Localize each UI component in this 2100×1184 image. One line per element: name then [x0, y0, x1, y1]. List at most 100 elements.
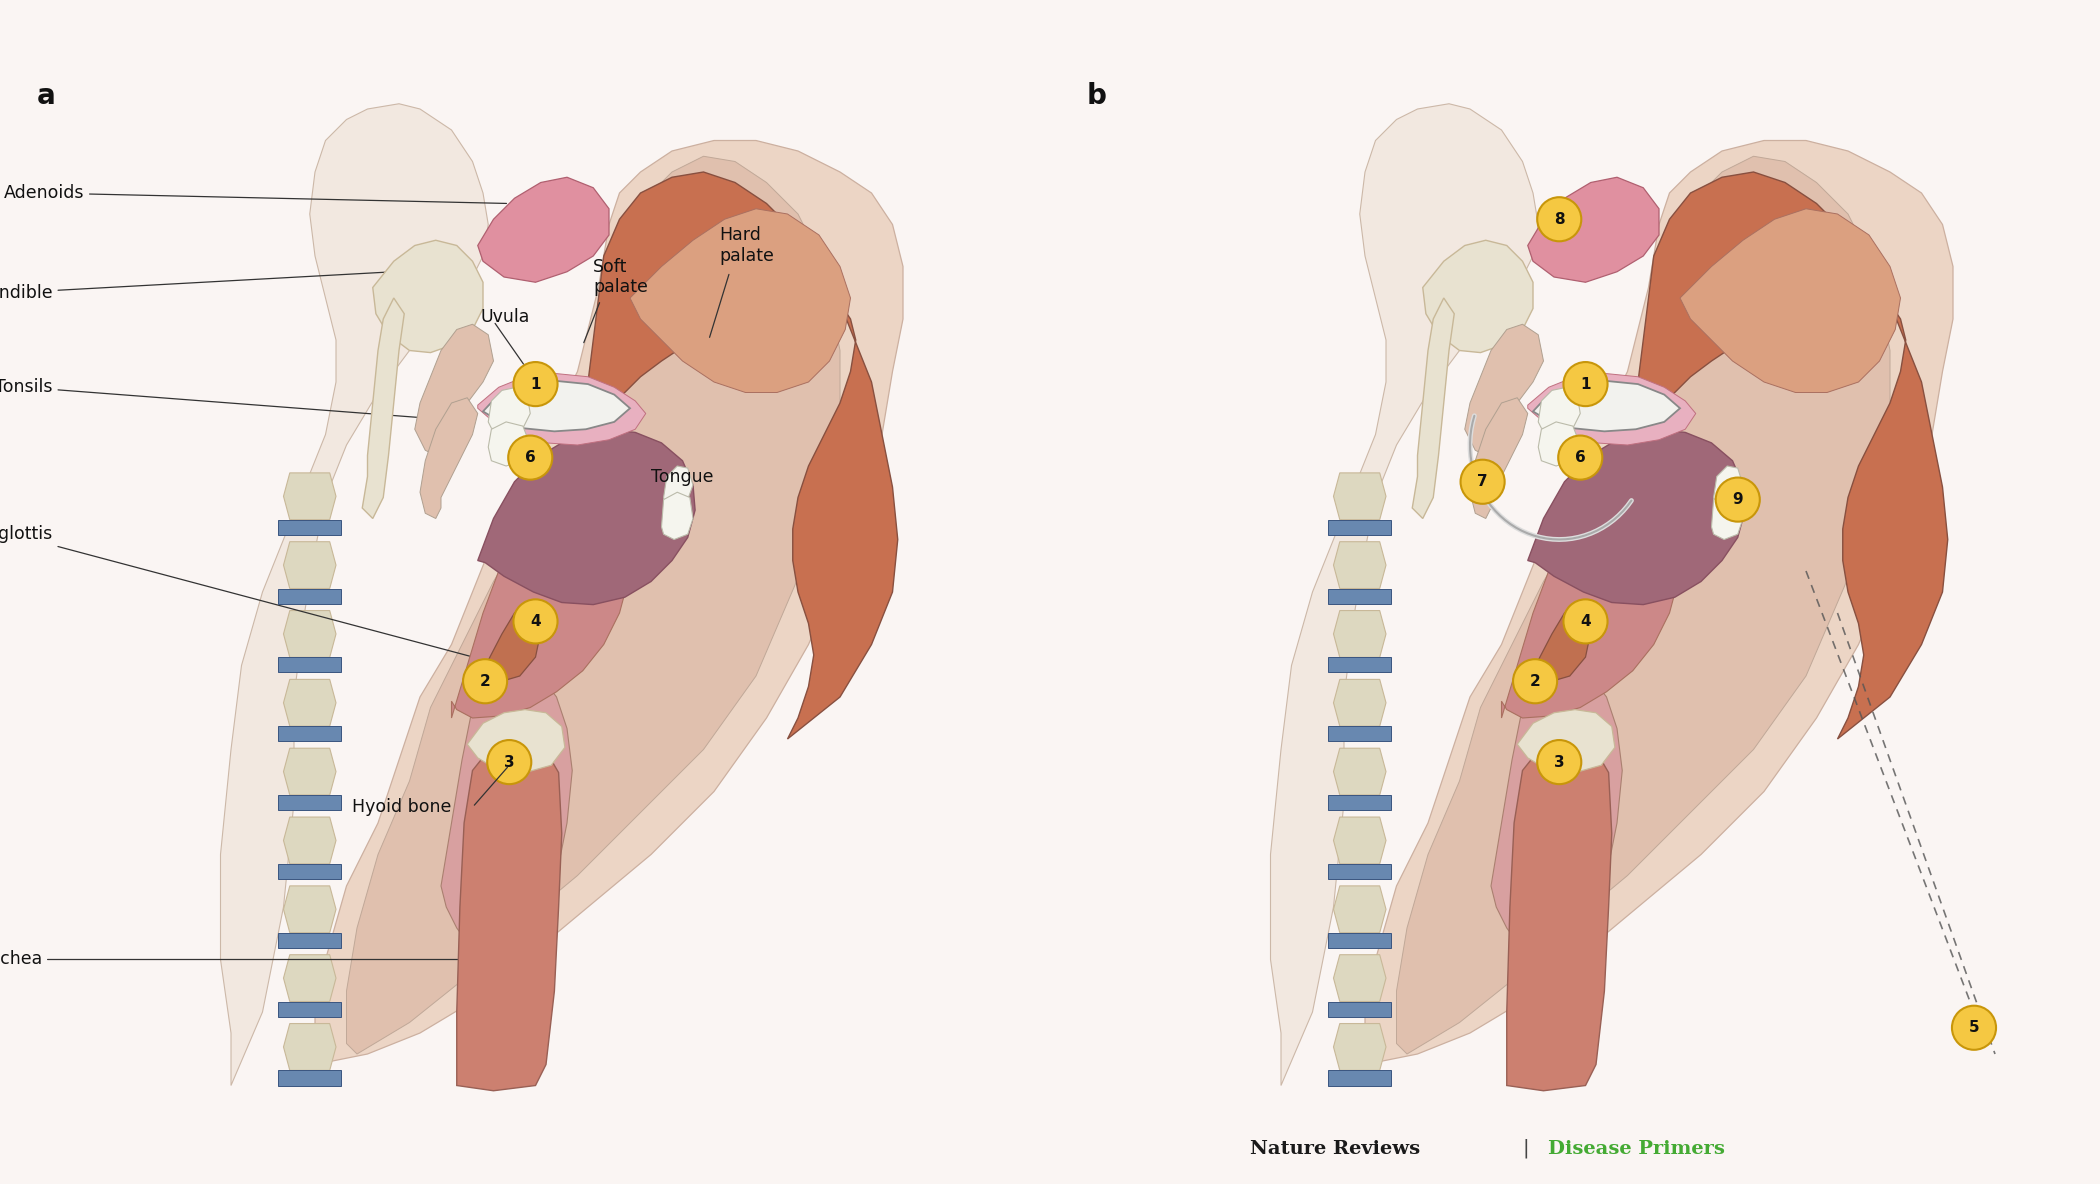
Text: b: b: [1088, 82, 1107, 110]
Text: 3: 3: [504, 754, 514, 770]
Text: 6: 6: [525, 450, 536, 465]
Text: Uvula: Uvula: [481, 308, 531, 326]
Polygon shape: [1586, 172, 1949, 739]
Polygon shape: [1529, 430, 1745, 605]
Polygon shape: [416, 324, 493, 456]
Polygon shape: [279, 794, 340, 810]
Polygon shape: [1327, 794, 1390, 810]
Polygon shape: [279, 933, 340, 948]
Polygon shape: [284, 886, 336, 933]
Polygon shape: [1529, 178, 1659, 282]
Circle shape: [1562, 599, 1609, 643]
Text: 4: 4: [1579, 613, 1592, 629]
Polygon shape: [1533, 381, 1680, 431]
Polygon shape: [284, 1023, 336, 1070]
Text: 8: 8: [1554, 212, 1564, 227]
Polygon shape: [1537, 422, 1579, 466]
Polygon shape: [1714, 466, 1743, 506]
Polygon shape: [1327, 1070, 1390, 1086]
Circle shape: [1716, 477, 1760, 522]
Text: 4: 4: [529, 613, 542, 629]
Text: 5: 5: [1968, 1021, 1980, 1035]
Polygon shape: [1327, 520, 1390, 535]
Polygon shape: [1470, 398, 1529, 519]
Polygon shape: [1327, 1002, 1390, 1017]
Text: Trachea: Trachea: [0, 951, 491, 969]
Circle shape: [514, 362, 556, 406]
Polygon shape: [479, 430, 695, 605]
Text: 3: 3: [1554, 754, 1564, 770]
Text: Tongue: Tongue: [651, 468, 714, 485]
Polygon shape: [1365, 141, 1953, 1064]
Circle shape: [514, 599, 556, 643]
Polygon shape: [1491, 665, 1621, 954]
Circle shape: [508, 436, 552, 480]
Text: 2: 2: [1529, 674, 1541, 689]
Circle shape: [1537, 740, 1581, 784]
Polygon shape: [466, 709, 565, 773]
Polygon shape: [284, 954, 336, 1002]
Polygon shape: [1502, 466, 1680, 718]
Polygon shape: [220, 104, 489, 1086]
Circle shape: [1512, 659, 1556, 703]
Circle shape: [1537, 198, 1581, 242]
Text: Adenoids: Adenoids: [4, 184, 506, 204]
Polygon shape: [284, 817, 336, 864]
Text: a: a: [38, 82, 55, 110]
Text: Nature Reviews: Nature Reviews: [1250, 1140, 1420, 1158]
Polygon shape: [1396, 156, 1890, 1054]
Text: Disease Primers: Disease Primers: [1548, 1140, 1724, 1158]
Text: Mandible: Mandible: [0, 272, 391, 302]
Polygon shape: [284, 542, 336, 588]
Polygon shape: [1529, 374, 1697, 445]
Text: 6: 6: [1575, 450, 1586, 465]
Polygon shape: [1712, 493, 1743, 540]
Text: Epiglottis: Epiglottis: [0, 526, 483, 659]
Circle shape: [487, 740, 531, 784]
Circle shape: [462, 659, 508, 703]
Polygon shape: [279, 726, 340, 741]
Polygon shape: [315, 141, 903, 1064]
Polygon shape: [1270, 104, 1537, 1086]
Polygon shape: [279, 657, 340, 673]
Polygon shape: [279, 520, 340, 535]
Circle shape: [1953, 1005, 1995, 1050]
Polygon shape: [1334, 680, 1386, 726]
Text: |: |: [1522, 1139, 1529, 1158]
Polygon shape: [1424, 240, 1533, 353]
Polygon shape: [346, 156, 840, 1054]
Polygon shape: [279, 1070, 340, 1086]
Text: Hard
palate: Hard palate: [718, 226, 775, 265]
Text: 1: 1: [1579, 377, 1592, 392]
Polygon shape: [489, 387, 529, 432]
Text: 7: 7: [1476, 475, 1489, 489]
Polygon shape: [1680, 208, 1900, 393]
Polygon shape: [284, 680, 336, 726]
Polygon shape: [1334, 886, 1386, 933]
Polygon shape: [284, 748, 336, 794]
Polygon shape: [1334, 954, 1386, 1002]
Polygon shape: [489, 603, 542, 681]
Polygon shape: [1334, 542, 1386, 588]
Polygon shape: [420, 398, 479, 519]
Polygon shape: [1327, 864, 1390, 879]
Polygon shape: [1327, 657, 1390, 673]
Polygon shape: [279, 1002, 340, 1017]
Polygon shape: [483, 381, 630, 431]
Circle shape: [1562, 362, 1609, 406]
Polygon shape: [441, 665, 571, 954]
Text: 9: 9: [1732, 493, 1743, 507]
Text: Tonsils: Tonsils: [0, 378, 433, 418]
Circle shape: [1462, 459, 1504, 504]
Polygon shape: [1411, 298, 1453, 519]
Polygon shape: [479, 178, 609, 282]
Polygon shape: [279, 864, 340, 879]
Polygon shape: [452, 466, 630, 718]
Polygon shape: [279, 588, 340, 604]
Polygon shape: [1334, 748, 1386, 794]
Polygon shape: [1334, 611, 1386, 657]
Polygon shape: [1537, 387, 1579, 432]
Text: Hyoid bone: Hyoid bone: [353, 798, 452, 816]
Polygon shape: [1537, 603, 1592, 681]
Polygon shape: [1516, 709, 1615, 773]
